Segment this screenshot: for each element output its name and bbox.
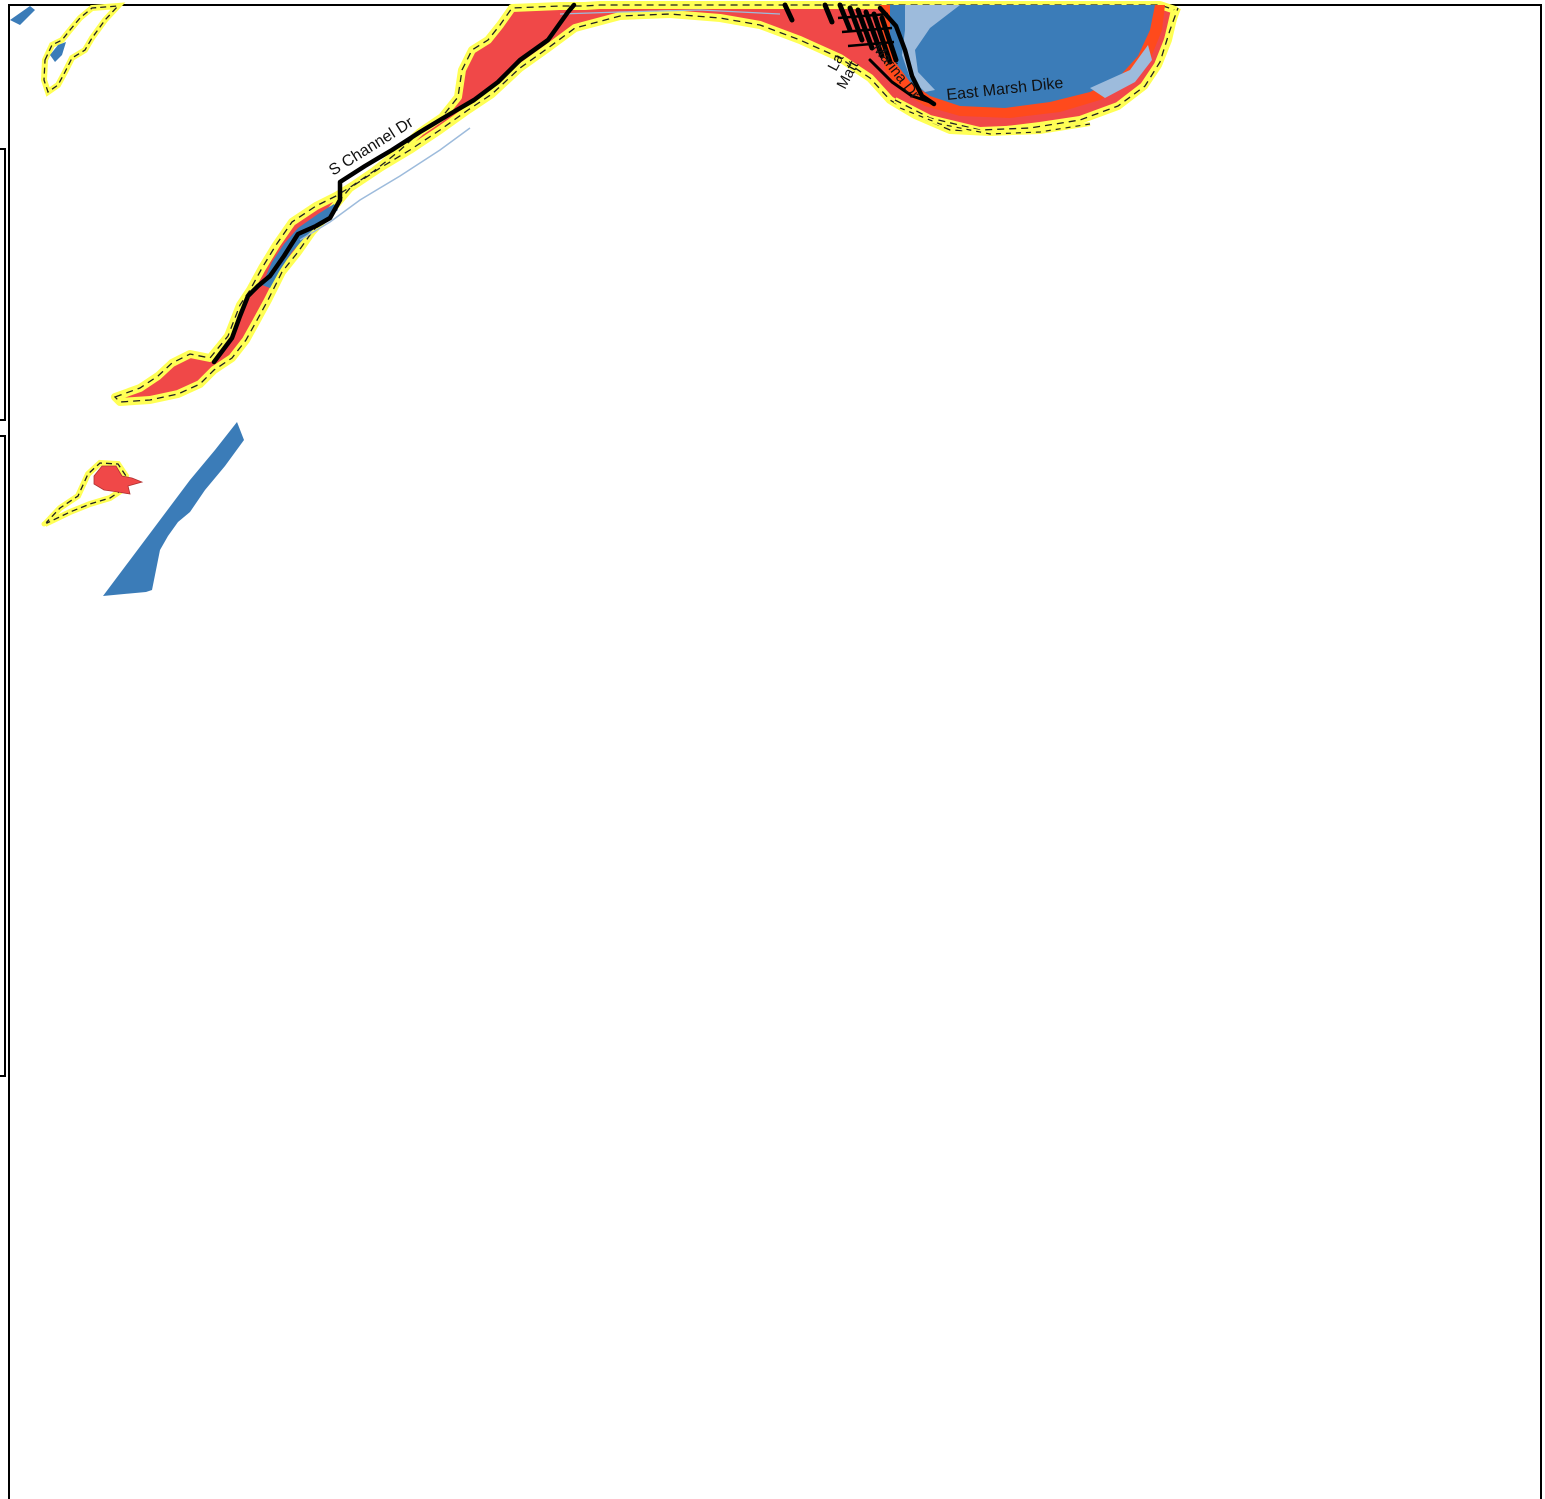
road-s-channel-dr	[211, 2, 577, 365]
top-left-inlet	[10, 2, 126, 97]
street-grid-cross	[837, 12, 895, 48]
lagoon-water	[880, 5, 1165, 118]
label-lazy-lane: La	[825, 51, 848, 74]
road-marina-dr	[877, 5, 937, 107]
map-frame	[8, 4, 1542, 1499]
street-grid	[782, 2, 899, 65]
left-panel-borders	[0, 148, 6, 1077]
small-island	[41, 459, 144, 527]
roads	[211, 2, 937, 365]
water-spit-polygon	[103, 422, 244, 596]
lagoon-shore-buffer	[893, 6, 1181, 137]
